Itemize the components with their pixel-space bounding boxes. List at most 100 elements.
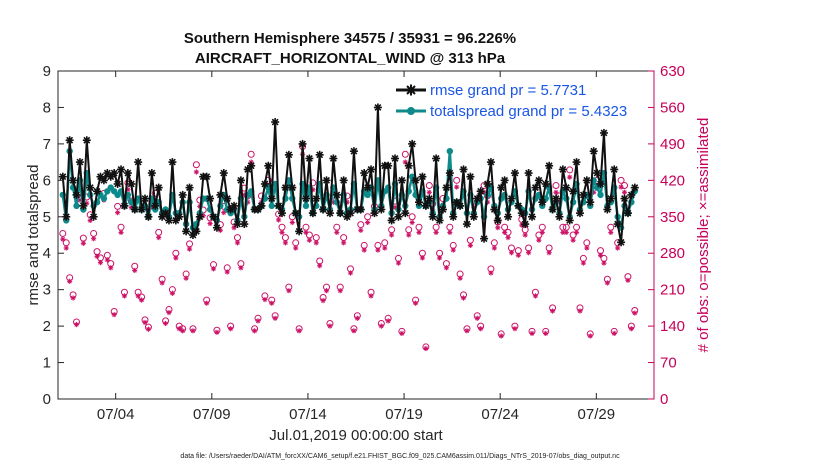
rmse-point — [58, 172, 67, 181]
obs-possible-point — [59, 229, 67, 237]
y-right-tick-label: 350 — [660, 209, 685, 226]
obs-assimilated-point — [180, 328, 186, 334]
obs-assimilated-point — [416, 229, 422, 235]
obs-assimilated-point — [553, 189, 559, 195]
rmse-point — [373, 103, 382, 112]
obs-assimilated-point — [320, 298, 326, 304]
rmse-point — [548, 205, 557, 214]
legend-rmse-marker — [405, 84, 417, 96]
obs-possible-point — [425, 182, 433, 190]
obs-assimilated-point — [512, 326, 518, 332]
rmse-point — [298, 139, 307, 148]
y-right-tick-label: 140 — [660, 318, 685, 335]
rmse-point — [538, 198, 547, 207]
obs-layer — [59, 142, 639, 352]
obs-assimilated-point — [412, 300, 419, 306]
obs-assimilated-point — [457, 275, 463, 281]
rmse-point — [473, 194, 482, 203]
rmse-point — [185, 183, 194, 192]
rmse-point — [216, 190, 225, 199]
rmse-point — [271, 118, 280, 127]
rmse-point — [134, 158, 143, 167]
rmse-point — [630, 183, 639, 192]
rmse-point — [274, 201, 283, 210]
rmse-point — [620, 194, 629, 203]
obs-assimilated-point — [80, 240, 86, 246]
rmse-point — [72, 190, 81, 199]
y-right-tick-label: 210 — [660, 282, 685, 299]
rmse-point — [391, 154, 400, 163]
y-right-tick-label: 560 — [660, 99, 685, 116]
obs-assimilated-point — [327, 323, 333, 329]
rmse-point — [79, 201, 88, 210]
obs-assimilated-point — [495, 225, 501, 231]
obs-assimilated-point — [423, 345, 429, 352]
rmse-point — [308, 209, 317, 218]
obs-assimilated-point — [426, 189, 432, 195]
rmse-point — [367, 165, 376, 174]
rmse-point — [130, 205, 139, 214]
obs-assimilated-point — [450, 247, 456, 253]
obs-assimilated-point — [526, 250, 532, 256]
obs-assimilated-point — [460, 295, 467, 301]
rmse-point — [456, 201, 465, 210]
chart-title-line1: Southern Hemisphere 34575 / 35931 = 96.2… — [184, 30, 516, 47]
obs-possible-point — [453, 176, 461, 184]
rmse-point — [623, 209, 632, 218]
rmse-point — [110, 169, 119, 178]
obs-assimilated-point — [190, 328, 196, 334]
obs-assimilated-point — [543, 330, 549, 336]
y-axis-left-label: rmse and totalspread — [25, 165, 42, 306]
rmse-point — [223, 194, 232, 203]
obs-assimilated-point — [275, 217, 282, 223]
rmse-point — [521, 220, 530, 229]
x-tick-label: 07/24 — [481, 406, 519, 423]
obs-assimilated-point — [515, 252, 521, 258]
rmse-point — [500, 176, 509, 185]
rmse-point — [89, 212, 98, 221]
obs-assimilated-point — [303, 229, 309, 235]
rmse-point — [99, 176, 108, 185]
obs-possible-point — [247, 150, 255, 158]
rmse-point — [531, 183, 540, 192]
obs-assimilated-point — [159, 280, 165, 286]
obs-assimilated-point — [347, 270, 354, 276]
obs-assimilated-point — [409, 219, 415, 226]
obs-assimilated-point — [186, 246, 193, 252]
obs-assimilated-point — [204, 300, 210, 306]
rmse-point — [589, 147, 598, 156]
obs-assimilated-point — [419, 255, 426, 261]
obs-assimilated-point — [104, 257, 110, 263]
spread-point — [597, 191, 604, 199]
rmse-point — [154, 183, 163, 192]
rmse-point — [586, 198, 595, 207]
rmse-point — [466, 172, 475, 181]
obs-assimilated-point — [282, 240, 289, 246]
rmse-point — [514, 201, 523, 210]
obs-assimilated-point — [570, 237, 576, 243]
obs-assimilated-point — [601, 260, 607, 266]
x-tick-label: 07/19 — [385, 406, 423, 423]
obs-assimilated-point — [286, 288, 292, 294]
rmse-point — [579, 190, 588, 199]
obs-assimilated-point — [378, 323, 384, 329]
legend-spread-marker — [407, 107, 415, 115]
obs-possible-point — [357, 221, 365, 229]
y-left-tick-label: 7 — [43, 136, 51, 153]
obs-assimilated-point — [91, 236, 97, 242]
obs-assimilated-point — [597, 252, 604, 258]
y-left-tick-label: 5 — [43, 209, 51, 226]
obs-assimilated-point — [169, 290, 176, 296]
rmse-point — [202, 172, 211, 181]
obs-assimilated-point — [536, 237, 542, 243]
rmse-point — [507, 194, 516, 203]
rmse-point — [593, 169, 602, 178]
y-left-tick-label: 8 — [43, 99, 51, 116]
obs-assimilated-point — [306, 237, 313, 243]
obs-assimilated-point — [262, 296, 268, 303]
spread-point — [268, 202, 275, 210]
rmse-point — [332, 190, 341, 199]
obs-assimilated-point — [443, 265, 450, 271]
obs-assimilated-point — [498, 333, 504, 339]
rmse-point — [295, 227, 304, 236]
